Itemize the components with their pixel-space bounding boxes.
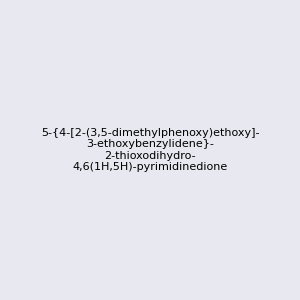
- Text: 5-{4-[2-(3,5-dimethylphenoxy)ethoxy]-
3-ethoxybenzylidene}-
2-thioxodihydro-
4,6: 5-{4-[2-(3,5-dimethylphenoxy)ethoxy]- 3-…: [41, 128, 259, 172]
